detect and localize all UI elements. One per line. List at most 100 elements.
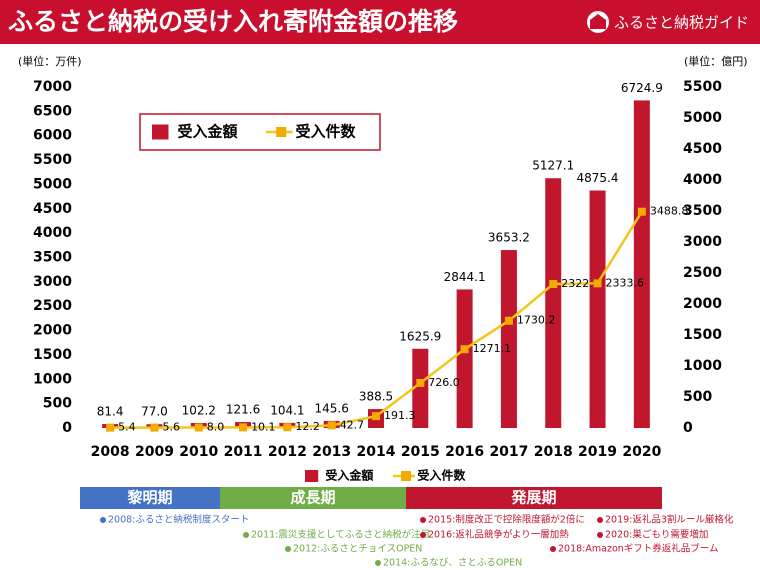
legend-label: 受入金額 [325, 468, 373, 483]
x-tick-label: 2010 [179, 444, 218, 460]
point [194, 423, 203, 432]
bar-label: 1625.9 [399, 329, 441, 343]
y-tick-label: 0 [62, 420, 72, 436]
y-tick-label: 2000 [33, 323, 72, 339]
brand: ふるさと納税ガイド [614, 14, 749, 32]
note: 2016:返礼品競争がより一層加熱 [428, 529, 569, 541]
point-label: 2322.4 [561, 277, 600, 290]
note-dot [420, 517, 426, 523]
y2-tick-label: 500 [683, 389, 712, 405]
bar-label: 6724.9 [621, 81, 663, 95]
legend-swatch [305, 470, 319, 482]
y2-tick-label: 2000 [683, 296, 722, 312]
phase-label: 黎明期 [127, 489, 172, 507]
bar-label: 3653.2 [488, 231, 530, 245]
x-tick-label: 2018 [534, 444, 573, 460]
point [593, 279, 602, 288]
x-tick-label: 2009 [135, 444, 174, 460]
note-dot [375, 560, 381, 566]
point [283, 423, 292, 432]
y2-tick-label: 1000 [683, 358, 722, 374]
bar-label: 145.6 [315, 401, 349, 415]
x-tick-label: 2020 [622, 444, 661, 460]
note-dot [285, 546, 291, 552]
point [416, 378, 425, 387]
title: ふるさと納税の受け入れ寄附金額の推移 [8, 7, 458, 36]
note-dot [550, 546, 556, 552]
note: 2008:ふるさと納税制度スタート [108, 514, 249, 526]
note: 2020:巣ごもり需要増加 [605, 529, 708, 541]
y-tick-label: 1500 [33, 347, 72, 363]
y-tick-label: 3500 [33, 250, 72, 266]
note-dot [100, 517, 106, 523]
legend-label: 受入金額 [178, 123, 238, 141]
y-tick-label: 2500 [33, 298, 72, 314]
y-tick-label: 4000 [33, 225, 72, 241]
point-label: 10.1 [251, 420, 275, 433]
legend-label: 受入件数 [296, 123, 357, 141]
x-tick-label: 2019 [578, 444, 617, 460]
point-label: 191.3 [384, 409, 416, 422]
phase-band [80, 487, 220, 509]
x-tick-label: 2015 [401, 444, 440, 460]
note: 2019:返礼品3割ルール厳格化 [605, 514, 734, 526]
x-tick-label: 2013 [312, 444, 351, 460]
point-label: 1730.2 [517, 314, 556, 327]
point [239, 423, 248, 432]
y2-tick-label: 5000 [683, 110, 722, 126]
note: 2012:ふるさとチョイスOPEN [293, 544, 422, 555]
y-tick-label: 500 [43, 396, 72, 412]
note: 2011:震災支援としてふるさと納税が注目 [251, 529, 430, 541]
point-label: 1271.1 [473, 342, 512, 355]
bar [456, 289, 473, 428]
bar-label: 4875.4 [577, 171, 619, 185]
y2-tick-label: 3500 [683, 203, 722, 219]
point-label: 726.0 [428, 376, 460, 389]
phase-band [220, 487, 406, 509]
legend-label: 受入件数 [417, 468, 466, 483]
y-tick-label: 6500 [33, 103, 72, 119]
note-dot [597, 532, 603, 538]
y-tick-label: 6000 [33, 128, 72, 144]
point-label: 8.0 [207, 421, 225, 434]
note: 2014:ふるなび、さとふるOPEN [383, 558, 522, 569]
point-label: 3488.8 [650, 205, 689, 218]
point [327, 421, 336, 430]
y2-axis-label: (単位：億円) [684, 54, 748, 68]
brand-icon-house [590, 14, 606, 29]
y-tick-label: 3000 [33, 274, 72, 290]
point [637, 207, 646, 216]
x-tick-label: 2008 [91, 444, 130, 460]
bar-label: 388.5 [359, 390, 393, 404]
bar [589, 190, 606, 428]
note: 2018:Amazonギフト券返礼品ブーム [558, 543, 719, 555]
bar [633, 100, 650, 428]
y2-tick-label: 5500 [683, 79, 722, 95]
note-dot [243, 532, 249, 538]
y2-tick-label: 1500 [683, 327, 722, 343]
bar [412, 348, 429, 428]
point [150, 423, 159, 432]
y2-tick-label: 3000 [683, 234, 722, 250]
legend-swatch-marker [401, 471, 411, 481]
phase-label: 成長期 [290, 489, 335, 507]
bar [545, 178, 562, 428]
point [549, 280, 558, 289]
x-tick-label: 2011 [224, 444, 263, 460]
point-label: 2333.6 [606, 276, 645, 289]
point-label: 12.2 [295, 420, 320, 433]
point-label: 42.7 [340, 418, 365, 431]
point [372, 412, 380, 421]
bar-label: 104.1 [270, 403, 304, 417]
y2-tick-label: 0 [683, 420, 693, 436]
bar-label: 5127.1 [532, 159, 574, 173]
phase-label: 発展期 [510, 489, 556, 507]
y2-tick-label: 2500 [683, 265, 722, 281]
y-tick-label: 5000 [33, 176, 72, 192]
point [504, 316, 513, 325]
point [106, 423, 115, 432]
y-tick-label: 4500 [33, 201, 72, 217]
point [460, 345, 469, 354]
note-dot [597, 517, 603, 523]
